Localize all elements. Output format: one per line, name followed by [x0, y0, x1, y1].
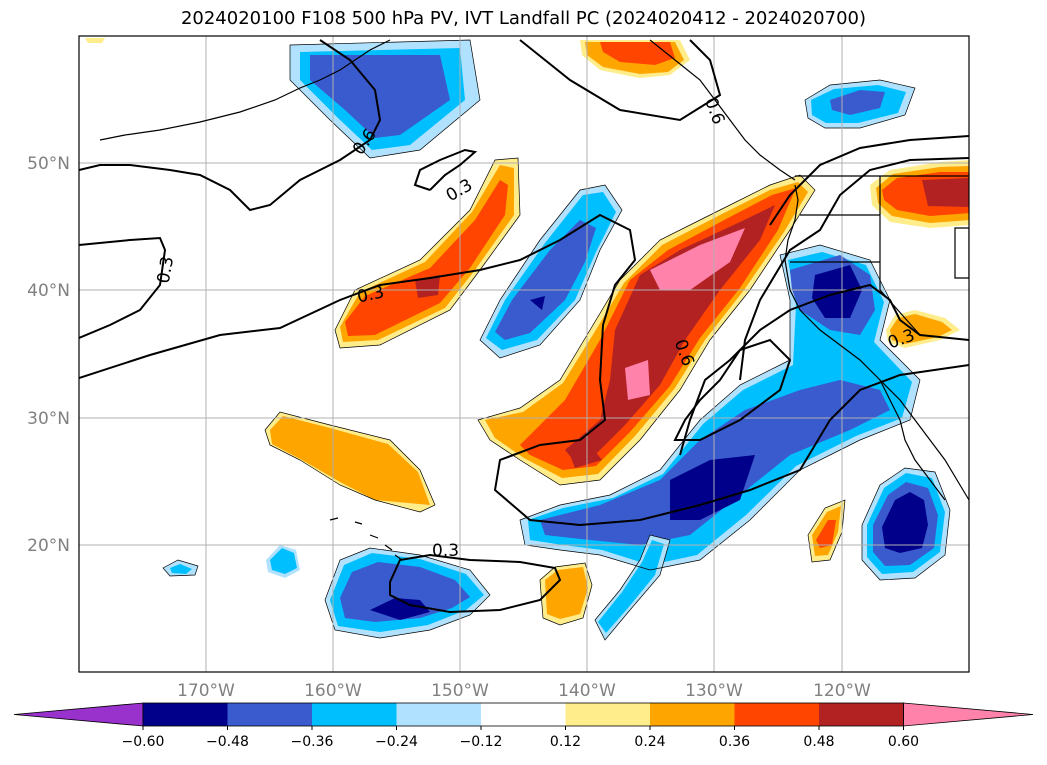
ivt-contours	[79, 39, 969, 614]
colorbar-tick-label: 0.12	[550, 734, 581, 750]
colorbar-segment	[565, 703, 651, 726]
colorbar-tick-label: −0.60	[122, 734, 165, 750]
lat-label: 40°N	[27, 281, 70, 301]
lat-label: 50°N	[27, 154, 70, 174]
contour-label: 0.6	[700, 95, 728, 127]
pv-shading	[85, 38, 969, 641]
colorbar-extend-high	[903, 702, 1034, 727]
colorbar-extend-low	[13, 702, 144, 727]
colorbar-tick-label: −0.36	[291, 734, 334, 750]
lon-label: 120°W	[813, 681, 871, 701]
colorbar-tick-label: 0.36	[719, 734, 750, 750]
coastlines	[99, 39, 969, 561]
contour-label: 0.3	[432, 541, 459, 561]
contour-label: 0.3	[443, 175, 476, 206]
colorbar-segment	[819, 703, 904, 726]
lon-label: 140°W	[558, 681, 616, 701]
map-frame	[78, 35, 970, 673]
state-border-nv-ca	[879, 262, 921, 336]
coast-baja	[879, 379, 946, 501]
lon-label: 150°W	[431, 681, 489, 701]
map-title: 2024020100 F108 500 hPa PV, IVT Landfall…	[180, 8, 867, 29]
colorbar-tick-label: −0.48	[206, 734, 249, 750]
colorbar-tick-label: 0.24	[634, 734, 665, 750]
colorbar-segment	[650, 703, 735, 726]
gridlines	[79, 36, 969, 672]
colorbar-tick-label: −0.24	[375, 734, 418, 750]
colorbar-segment	[143, 703, 228, 726]
colorbar-segment	[227, 703, 313, 726]
contour-label: 0.3	[154, 255, 178, 285]
hawaii-islands	[329, 517, 403, 561]
colorbar-segment	[481, 703, 566, 726]
colorbar	[13, 702, 1034, 727]
coast-canada-bc	[649, 39, 796, 181]
lon-label: 130°W	[685, 681, 743, 701]
latitude-labels: 50°N 40°N 30°N 20°N	[27, 154, 70, 556]
colorbar-segment	[396, 703, 482, 726]
coast-us-west	[784, 184, 969, 501]
colorbar-ticks: −0.60 −0.48 −0.36 −0.24 −0.12 0.12 0.24 0.36 0.4…	[122, 726, 919, 750]
lon-label: 160°W	[304, 681, 362, 701]
colorbar-tick-label: 0.48	[803, 734, 834, 750]
lat-label: 20°N	[27, 536, 70, 556]
longitude-labels: 170°W 160°W 150°W 140°W 130°W 120°W	[177, 681, 871, 701]
lon-label: 170°W	[177, 681, 235, 701]
colorbar-tick-label: −0.12	[460, 734, 503, 750]
colorbar-tick-label: 0.60	[888, 734, 919, 750]
coast-alaska-aleutians	[99, 39, 391, 141]
colorbar-segment	[734, 703, 820, 726]
contour-labels: 0.6 0.3 0.3 0.3 0.6 0.3 0.3 0.6	[154, 95, 918, 561]
lat-label: 30°N	[27, 409, 70, 429]
colorbar-frame	[142, 702, 904, 727]
colorbar-segment	[312, 703, 397, 726]
